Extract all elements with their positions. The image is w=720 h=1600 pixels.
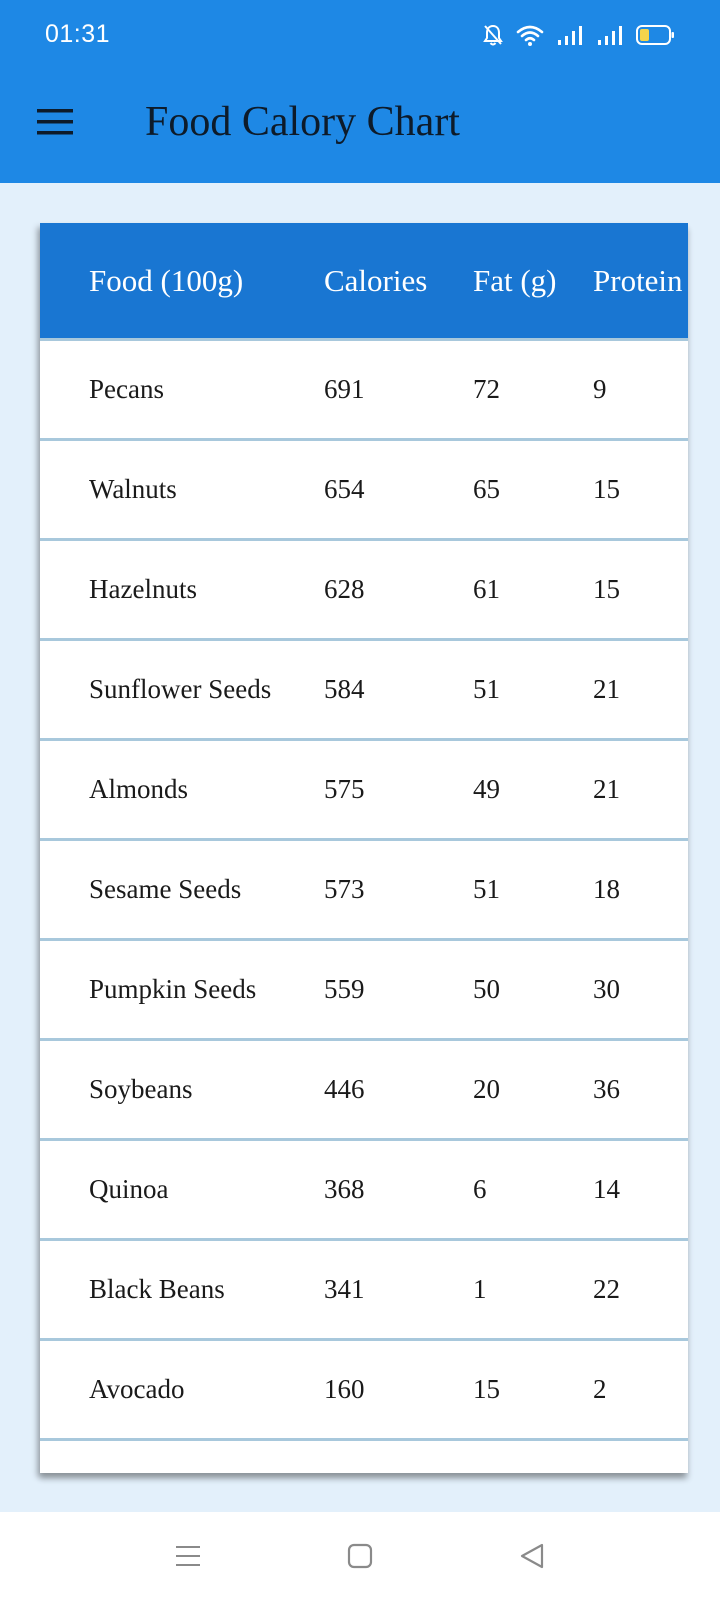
- toolbar: Food Calory Chart: [0, 72, 720, 183]
- calories-cell: 654: [324, 474, 365, 504]
- calories-cell: 368: [324, 1174, 365, 1204]
- fat-cell: 61: [473, 574, 500, 604]
- wifi-icon: [516, 23, 544, 47]
- protein-cell: 30: [593, 974, 620, 1004]
- calories-cell: 160: [324, 1374, 365, 1404]
- protein-cell: 21: [593, 774, 620, 804]
- home-icon[interactable]: [330, 1530, 390, 1582]
- column-header-food: Food (100g): [89, 263, 244, 298]
- status-icons: [470, 22, 676, 48]
- table-row: Sunflower Seeds 584 51 21: [40, 641, 688, 741]
- food-name-cell: Avocado: [89, 1374, 185, 1404]
- protein-cell: 18: [593, 874, 620, 904]
- fat-cell: 1: [473, 1274, 487, 1304]
- fat-cell: 51: [473, 874, 500, 904]
- calories-cell: 573: [324, 874, 365, 904]
- bell-muted-icon: [482, 23, 504, 47]
- battery-low-icon: [636, 24, 676, 46]
- food-name-cell: Sesame Seeds: [89, 874, 242, 904]
- fat-cell: 65: [473, 474, 500, 504]
- fat-cell: 20: [473, 1074, 500, 1104]
- fat-cell: 15: [473, 1374, 500, 1404]
- signal-icon: [556, 24, 584, 46]
- table-row: Walnuts 654 65 15: [40, 441, 688, 541]
- table-row: Avocado 160 15 2: [40, 1341, 688, 1441]
- protein-cell: 21: [593, 674, 620, 704]
- food-name-cell: Hazelnuts: [89, 574, 197, 604]
- fat-cell: 49: [473, 774, 500, 804]
- protein-cell: 9: [593, 374, 607, 404]
- calories-cell: 446: [324, 1074, 365, 1104]
- protein-cell: 14: [593, 1174, 620, 1204]
- table-header: Food (100g) Calories Fat (g) Protein: [40, 223, 688, 341]
- table-row: Quinoa 368 6 14: [40, 1141, 688, 1241]
- status-bar: 01:31: [0, 0, 720, 72]
- column-header-protein: Protein: [593, 263, 683, 298]
- app-bar: 01:31: [0, 0, 720, 183]
- food-name-cell: Sunflower Seeds: [89, 674, 272, 704]
- calories-cell: 584: [324, 674, 365, 704]
- food-name-cell: Quinoa: [89, 1174, 169, 1204]
- table-row: Pecans 691 72 9: [40, 341, 688, 441]
- food-name-cell: Walnuts: [89, 474, 177, 504]
- column-header-fat: Fat (g): [473, 263, 557, 298]
- protein-cell: 22: [593, 1274, 620, 1304]
- calories-cell: 559: [324, 974, 365, 1004]
- recent-apps-icon[interactable]: [158, 1530, 218, 1582]
- fat-cell: 72: [473, 374, 500, 404]
- fat-cell: 50: [473, 974, 500, 1004]
- table-row: Almonds 575 49 21: [40, 741, 688, 841]
- food-name-cell: Pumpkin Seeds: [89, 974, 257, 1004]
- table-row: Soybeans 446 20 36: [40, 1041, 688, 1141]
- calorie-table: Food (100g) Calories Fat (g) Protein Pec…: [40, 223, 688, 1473]
- food-name-cell: Pecans: [89, 374, 164, 404]
- back-icon[interactable]: [502, 1530, 562, 1582]
- table-row: Black Beans 341 1 22: [40, 1241, 688, 1341]
- calories-cell: 575: [324, 774, 365, 804]
- column-header-calories: Calories: [324, 263, 428, 298]
- status-time: 01:31: [45, 20, 111, 48]
- signal-icon: [596, 24, 624, 46]
- hamburger-menu-icon[interactable]: [30, 96, 82, 148]
- fat-cell: 6: [473, 1174, 487, 1204]
- table-row: Sesame Seeds 573 51 18: [40, 841, 688, 941]
- protein-cell: 36: [593, 1074, 620, 1104]
- food-name-cell: Almonds: [89, 774, 189, 804]
- fat-cell: 51: [473, 674, 500, 704]
- page-title: Food Calory Chart: [145, 99, 460, 145]
- system-nav-bar: [0, 1512, 720, 1600]
- calories-cell: 691: [324, 374, 365, 404]
- protein-cell: 2: [593, 1374, 607, 1404]
- table-row: Pumpkin Seeds 559 50 30: [40, 941, 688, 1041]
- table-row: Hazelnuts 628 61 15: [40, 541, 688, 641]
- calories-cell: 628: [324, 574, 365, 604]
- food-name-cell: Soybeans: [89, 1074, 193, 1104]
- food-name-cell: Black Beans: [89, 1274, 225, 1304]
- protein-cell: 15: [593, 474, 620, 504]
- protein-cell: 15: [593, 574, 620, 604]
- calories-cell: 341: [324, 1274, 365, 1304]
